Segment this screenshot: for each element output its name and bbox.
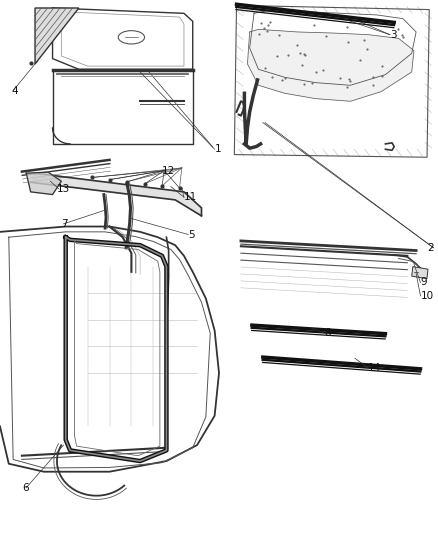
- Polygon shape: [26, 172, 61, 195]
- Text: 12: 12: [162, 166, 175, 175]
- Text: 11: 11: [184, 192, 197, 202]
- Text: 6: 6: [22, 483, 28, 492]
- Text: 5: 5: [188, 230, 195, 239]
- Text: 13: 13: [57, 184, 70, 194]
- Text: 4: 4: [11, 86, 18, 95]
- Bar: [412, 266, 428, 279]
- Text: 1: 1: [215, 144, 221, 154]
- Text: 10: 10: [420, 291, 434, 301]
- Text: 14: 14: [368, 363, 381, 373]
- Text: 7: 7: [61, 219, 68, 229]
- Polygon shape: [35, 8, 79, 64]
- Text: 9: 9: [420, 278, 427, 287]
- Polygon shape: [31, 173, 201, 216]
- Polygon shape: [247, 29, 414, 101]
- Text: 3: 3: [390, 30, 396, 39]
- Text: 8: 8: [324, 328, 331, 338]
- Text: 2: 2: [427, 243, 434, 253]
